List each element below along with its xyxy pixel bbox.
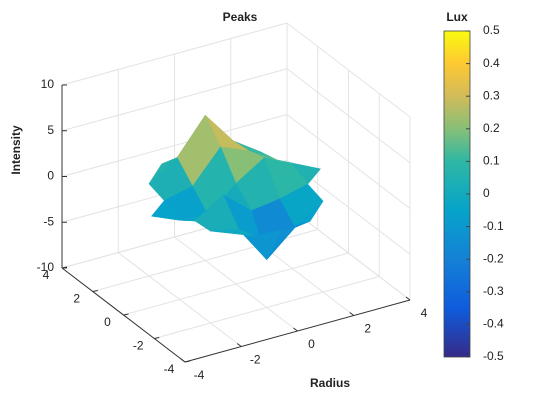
chart-title: Peaks — [223, 10, 258, 24]
colorbar — [443, 30, 471, 358]
grid-line — [61, 22, 288, 86]
x-tick — [236, 343, 242, 347]
surface-layer — [148, 114, 324, 261]
x-tick-label: -4 — [194, 368, 205, 382]
x-tick — [349, 312, 355, 316]
z-tick-label: 0 — [47, 169, 54, 183]
colorbar-tick-label: 0.3 — [483, 88, 500, 102]
grid-line — [286, 22, 411, 118]
colorbar-label: Lux — [446, 10, 468, 24]
y-tick-label: -4 — [164, 362, 175, 376]
grid-line — [154, 276, 380, 339]
x-tick-label: 0 — [308, 337, 315, 351]
colorbar-tick-label: -0.3 — [483, 284, 504, 298]
surface-patch — [151, 215, 196, 222]
colorbar-tick-label: -0.4 — [483, 317, 504, 331]
x-tick-label: 2 — [364, 322, 371, 336]
y-tick — [123, 313, 129, 316]
x-tick — [293, 327, 298, 332]
grid-line — [123, 252, 349, 316]
colorbar-tick-label: -0.5 — [483, 349, 504, 363]
colorbar-tick-label: 0 — [483, 186, 490, 200]
colorbar-tick-label: 0.1 — [483, 154, 500, 168]
x-tick-label: 4 — [421, 306, 428, 320]
y-tick — [184, 360, 191, 363]
y-tick-label: 0 — [104, 315, 111, 329]
y-tick-label: -2 — [133, 339, 144, 353]
grid-line — [61, 114, 288, 177]
grid-line — [286, 114, 411, 209]
surface-patch — [210, 228, 255, 237]
z-axis-label: Intensity — [9, 125, 23, 175]
z-tick-label: -10 — [37, 260, 55, 274]
grid-line — [61, 68, 288, 132]
colorbar-tick-label: 0.4 — [483, 56, 500, 70]
colorbar-tick-label: 0.5 — [483, 23, 500, 37]
z-tick-label: -5 — [43, 214, 54, 228]
y-tick-label: 2 — [73, 292, 80, 306]
y-tick — [92, 290, 98, 292]
colorbar-tick-label: 0.2 — [483, 121, 500, 135]
colorbar-tick-label: -0.2 — [483, 251, 504, 265]
y-tick-label: 4 — [43, 268, 50, 282]
x-tick-label: -2 — [250, 353, 261, 367]
z-tick-label: 10 — [41, 77, 55, 91]
x-tick — [180, 358, 186, 363]
y-tick — [154, 337, 160, 339]
x-tick — [405, 296, 411, 301]
x-axis-label: Radius — [310, 376, 350, 390]
grid-line — [286, 68, 411, 164]
colorbar-tick-label: -0.1 — [483, 219, 504, 233]
z-tick-label: 5 — [47, 123, 54, 137]
